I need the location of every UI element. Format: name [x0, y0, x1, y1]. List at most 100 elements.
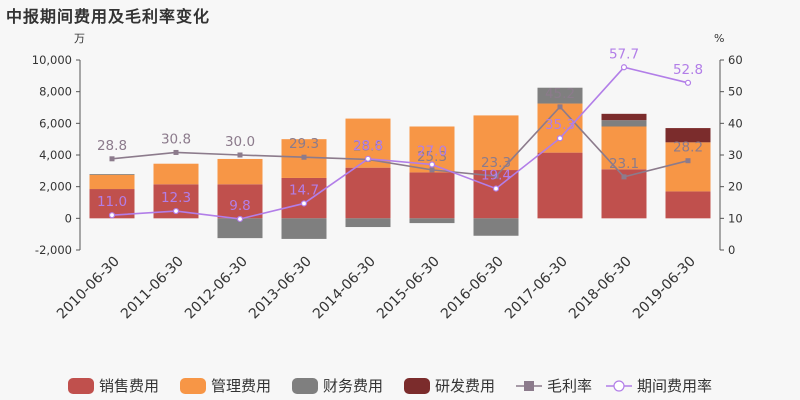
left-tick-label: 4,000 [39, 148, 72, 162]
bar-segment [409, 218, 455, 224]
bar-segment [345, 167, 391, 219]
left-tick-label: 6,000 [39, 116, 72, 130]
bar-segment [665, 128, 711, 143]
data-label: 23.3 [481, 155, 511, 171]
bar-segment [537, 103, 583, 153]
data-label: 30.0 [225, 134, 255, 150]
line-point [685, 158, 691, 164]
right-tick-label: 40 [728, 116, 743, 130]
legend-label: 财务费用 [323, 377, 383, 395]
left-tick-label: -2,000 [35, 243, 72, 257]
bar-segment [537, 152, 583, 219]
legend-label: 研发费用 [435, 377, 495, 395]
bar-segment [665, 142, 711, 192]
legend-label: 管理费用 [211, 377, 271, 395]
data-label: 9.8 [229, 198, 250, 214]
line-point [621, 174, 627, 180]
data-label: 28.8 [353, 138, 383, 154]
left-tick-label: 8,000 [39, 85, 72, 99]
bar-segment [601, 126, 647, 170]
line-point [108, 212, 116, 219]
line-point [557, 104, 563, 110]
x-category-label: 2014-06-30 [310, 254, 379, 323]
data-label: 14.7 [289, 182, 319, 198]
chart-title: 中报期间费用及毛利率变化 [6, 7, 211, 26]
data-label: 29.3 [289, 136, 319, 152]
data-label: 45.2 [545, 86, 575, 102]
right-tick-label: 30 [728, 148, 743, 162]
data-label: 25.3 [417, 149, 447, 165]
bar-segment [217, 218, 263, 239]
line-series [111, 66, 689, 220]
bar-segment [217, 184, 263, 219]
legend-marker [524, 381, 534, 391]
line-point [364, 155, 372, 162]
bar-segment [665, 191, 711, 219]
legend-label: 销售费用 [99, 377, 159, 395]
data-label: 19.4 [481, 168, 511, 184]
data-label: 28.6 [353, 138, 383, 154]
x-category-label: 2016-06-30 [438, 254, 507, 323]
left-tick-label: 10,000 [32, 53, 72, 67]
legend-swatch [404, 378, 430, 394]
line-series [111, 105, 689, 178]
line-point [109, 156, 115, 162]
x-category-label: 2011-06-30 [118, 254, 187, 323]
line-point [236, 215, 244, 223]
data-label: 12.3 [161, 190, 191, 206]
line-point [172, 207, 180, 215]
bar-segment [345, 218, 391, 228]
bar-segment [281, 218, 327, 239]
bar-segment [281, 177, 327, 219]
legend-label: 期间费用率 [637, 377, 712, 395]
legend-label: 毛利率 [547, 377, 592, 395]
right-tick-label: 10 [728, 211, 743, 225]
left-tick-label: 2,000 [39, 180, 72, 194]
bar-segment [537, 87, 583, 104]
x-category-label: 2010-06-30 [54, 254, 123, 323]
x-category-label: 2017-06-30 [502, 254, 571, 323]
line-point [301, 154, 307, 160]
line-point [684, 79, 692, 86]
line-point [173, 149, 179, 155]
data-label: 28.2 [673, 140, 703, 156]
line-point [428, 161, 436, 168]
left-axis-unit: 万 [74, 32, 85, 45]
right-tick-label: 20 [728, 180, 743, 194]
data-label: 27.0 [417, 144, 447, 160]
data-label: 11.0 [97, 194, 127, 210]
x-category-label: 2019-06-30 [630, 254, 699, 323]
legend-marker [613, 380, 625, 392]
line-point [620, 64, 628, 71]
legend-swatch [180, 378, 206, 394]
data-label: 28.8 [97, 138, 127, 154]
left-tick-label: 0 [65, 211, 72, 225]
right-tick-label: 50 [728, 85, 743, 99]
line-point [556, 135, 564, 142]
legend-swatch [292, 378, 318, 394]
line-point [429, 167, 435, 173]
bar-segment [89, 174, 135, 190]
legend-swatch [68, 378, 94, 394]
data-label: 35.3 [545, 117, 575, 133]
line-point [237, 152, 243, 158]
x-category-label: 2015-06-30 [374, 254, 443, 323]
line-point [493, 173, 499, 179]
data-label: 23.1 [609, 156, 639, 172]
bar-segment [217, 158, 263, 185]
bar-segment [473, 218, 519, 236]
x-category-label: 2013-06-30 [246, 254, 315, 323]
line-point [300, 200, 308, 207]
x-category-label: 2012-06-30 [182, 254, 251, 323]
data-label: 57.7 [609, 46, 639, 62]
data-label: 30.8 [161, 131, 191, 147]
line-point [492, 185, 500, 192]
right-tick-label: 0 [728, 243, 735, 257]
bar-segment [601, 120, 647, 127]
x-category-label: 2018-06-30 [566, 254, 635, 323]
bar-segment [601, 113, 647, 121]
bar-segment [409, 172, 455, 219]
bar-segment [89, 174, 135, 175]
